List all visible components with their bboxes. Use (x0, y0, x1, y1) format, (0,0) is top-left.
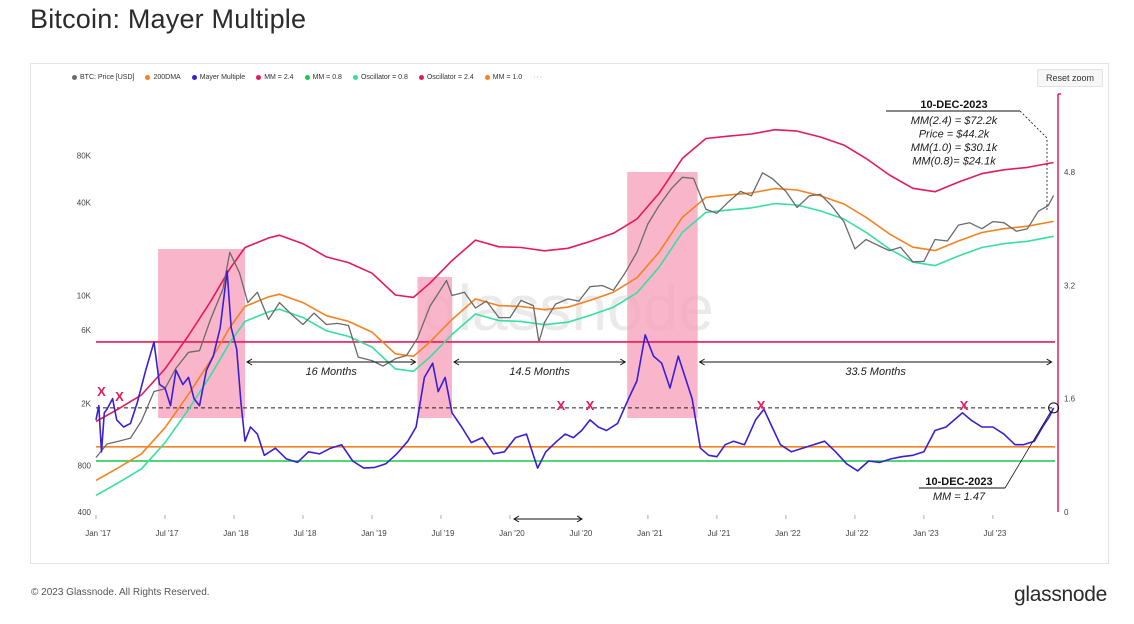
legend-200dma-label: 200DMA (153, 73, 181, 81)
series-mm-0-8 (95, 202, 1054, 497)
x-tick-label: Jan '19 (361, 529, 387, 538)
x-marker: X (97, 384, 106, 399)
series-200dma (95, 187, 1054, 482)
top-box-leader (1019, 110, 1048, 210)
legend-mm24-swatch (256, 74, 262, 80)
period-arrowhead-left (246, 358, 253, 366)
x-tick-label: Jan '22 (775, 529, 801, 538)
x-tick-label: Jul '19 (432, 529, 455, 538)
period-label: 33.5 Months (845, 366, 906, 378)
period-arrowhead-left (453, 358, 460, 366)
period-label: 16 Months (306, 366, 358, 378)
y-left-tick-label: 10K (77, 291, 92, 300)
period-label-bg (295, 364, 368, 378)
period-arrowhead-right (410, 358, 417, 366)
copyright-text: © 2023 Glassnode. All Rights Reserved. (31, 587, 210, 598)
page-title: Bitcoin: Mayer Multiple (30, 4, 307, 34)
legend-200dma-swatch (145, 74, 151, 80)
period-arrowhead-left (698, 358, 705, 366)
legend-mayer-swatch (191, 74, 197, 80)
x-tick-label: Jan '20 (499, 529, 525, 538)
x-marker: X (557, 398, 566, 413)
reset-zoom-button[interactable]: Reset zoom (1037, 69, 1103, 87)
x-marker: X (586, 398, 595, 413)
period-label-bg (503, 364, 576, 378)
legend-mm10-swatch (484, 74, 490, 80)
bottom-box-date: 10-DEC-2023 (925, 476, 992, 488)
legend-item-osc08[interactable]: Oscillator = 0.8 (352, 73, 408, 81)
x-marker: X (115, 389, 124, 404)
top-box-line: MM(1.0) = $30.1k (911, 142, 998, 154)
bottom-box-mm: MM = 1.47 (933, 491, 986, 503)
y-right-tick-label: 1.6 (1064, 395, 1076, 404)
y-right-tick-label: 4.8 (1064, 168, 1076, 177)
series-btc-price-usd- (95, 172, 1055, 458)
legend-price-swatch (72, 74, 77, 80)
x-tick-label: Jan '17 (85, 529, 111, 538)
current-mm-circle (1048, 402, 1060, 414)
top-box-line: MM(0.8)= $24.1k (912, 156, 996, 168)
y-left-tick-label: 40K (77, 198, 92, 207)
x-marker: X (757, 398, 766, 413)
x-tick-label: Jan '23 (913, 529, 939, 538)
legend-item-mm10[interactable]: MM = 1.0 (484, 73, 523, 81)
period-arrowhead-right (619, 358, 627, 366)
legend-item-mayer-multiple[interactable]: Mayer Multiple (191, 73, 246, 81)
legend-osc08-swatch (352, 74, 358, 80)
y-left-tick-label: 2K (81, 400, 91, 409)
top-box-line: Price = $44.2k (919, 129, 990, 141)
bottom-box-leader (1004, 411, 1051, 489)
x-tick-label: Jan '21 (637, 529, 663, 538)
legend-mm08-label: MM = 0.8 (312, 73, 342, 81)
y-left-tick-label: 6K (81, 326, 91, 335)
top-box-line: MM(2.4) = $72.2k (911, 115, 998, 127)
legend-mm08-swatch (304, 74, 310, 80)
x-tick-label: Jul '21 (707, 529, 730, 538)
legend-mm10-label: MM = 1.0 (492, 73, 523, 81)
legend-osc24-swatch (418, 74, 424, 80)
legend-osc08-label: Oscillator = 0.8 (360, 73, 408, 81)
x-tick-label: Jul '18 (294, 529, 317, 538)
x-tick-label: Jul '22 (845, 529, 868, 538)
period-label-bg (839, 364, 912, 378)
y-right-tick-label: 0 (1064, 508, 1069, 517)
range-arrowhead-right (576, 515, 583, 523)
y-right-tick-label: 3.2 (1064, 281, 1076, 290)
legend-item-price[interactable]: BTC: Price [USD] (72, 74, 134, 81)
x-tick-label: Jul '20 (570, 529, 593, 538)
legend-more-icon[interactable]: ··· (533, 73, 544, 81)
x-marker: X (960, 398, 969, 413)
y-left-tick-label: 800 (78, 461, 92, 470)
glassnode-logo: glassnode (1014, 583, 1108, 606)
x-tick-label: Jul '23 (983, 529, 1006, 538)
legend-item-mm24[interactable]: MM = 2.4 (256, 73, 294, 81)
legend-item-200dma[interactable]: 200DMA (145, 73, 181, 81)
series-mm-2-4 (95, 128, 1054, 423)
range-arrowhead-left (513, 515, 520, 523)
legend-price-label: BTC: Price [USD] (80, 73, 135, 81)
legend-item-osc24[interactable]: Oscillator = 2.4 (418, 73, 474, 81)
top-box-date: 10-DEC-2023 (920, 99, 987, 111)
legend-mayer-label: Mayer Multiple (199, 73, 246, 81)
x-tick-label: Jul '17 (156, 529, 179, 538)
legend-osc24-label: Oscillator = 2.4 (426, 73, 474, 81)
legend-mm24-label: MM = 2.4 (264, 73, 294, 81)
series-mayer-multiple (95, 270, 1055, 472)
chart-legend: BTC: Price [USD] 200DMA Mayer Multiple M… (72, 70, 543, 84)
y-left-tick-label: 400 (78, 508, 92, 517)
period-label: 14.5 Months (509, 366, 570, 378)
y-left-tick-label: 80K (77, 152, 92, 161)
period-arrowhead-right (1046, 358, 1053, 366)
legend-item-mm08[interactable]: MM = 0.8 (304, 73, 342, 81)
x-tick-label: Jan '18 (223, 529, 249, 538)
